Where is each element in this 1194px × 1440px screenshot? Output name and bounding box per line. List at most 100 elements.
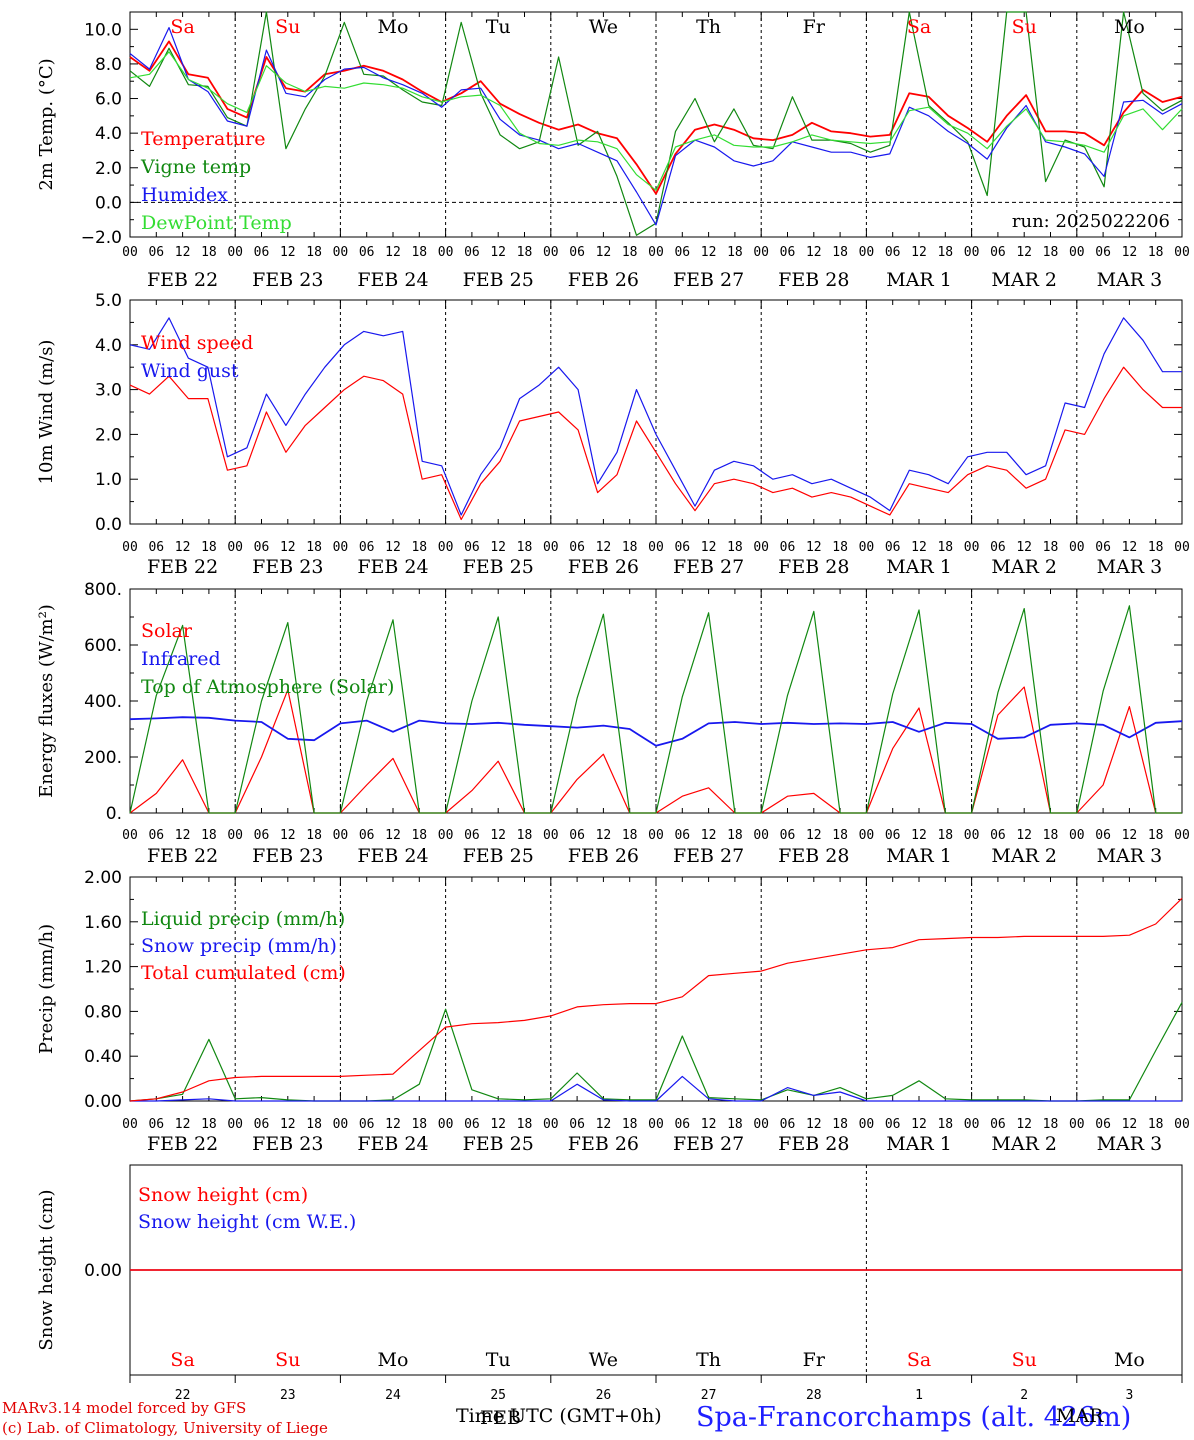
weekday-label: Tu: [486, 1349, 511, 1371]
legend-entry: DewPoint Temp: [141, 212, 292, 234]
hour-tick-label: 06: [464, 245, 480, 260]
hour-tick-label: 06: [1095, 540, 1111, 555]
hour-tick-label: 18: [306, 540, 322, 555]
hour-tick-label: 00: [543, 540, 559, 555]
hour-tick-label: 00: [964, 828, 980, 843]
hour-tick-label: 18: [517, 828, 533, 843]
hour-tick-label: 00: [438, 828, 454, 843]
y-tick-label: 2.0: [95, 425, 122, 445]
weekday-label: Mo: [378, 1349, 409, 1371]
date-label: MAR 2: [991, 1133, 1057, 1155]
date-label: MAR 2: [991, 845, 1057, 867]
date-label: FEB 24: [357, 845, 428, 867]
legend-entry: Solar: [141, 620, 193, 642]
hour-tick-label: 06: [148, 828, 164, 843]
hour-tick-label: 18: [1043, 828, 1059, 843]
plot-frame: [129, 299, 1183, 525]
date-label: FEB 24: [357, 556, 428, 578]
hour-tick-label: 12: [596, 245, 612, 260]
date-label: FEB 27: [673, 269, 744, 291]
day-number-label: 22: [175, 1388, 191, 1403]
legend-entry: Snow precip (mm/h): [141, 935, 337, 957]
date-label: MAR 1: [886, 269, 952, 291]
legend-entry: Temperature: [141, 128, 265, 150]
hour-tick-label: 12: [1122, 1117, 1138, 1132]
hour-tick-label: 06: [254, 245, 270, 260]
weekday-label: Fr: [803, 16, 826, 38]
hour-tick-label: 00: [438, 540, 454, 555]
hour-tick-label: 00: [333, 540, 349, 555]
panel-2: 00 06 12 18 00 06 12 18 00 06 12 18 00 06 12 18 00 06 12 18…: [36, 291, 1190, 578]
hour-tick-label: 06: [885, 245, 901, 260]
hour-tick-label: 00: [964, 540, 980, 555]
day-number-label: 27: [701, 1388, 717, 1403]
x-axis-title: Time UTC (GMT+0h): [456, 1405, 662, 1427]
hour-tick-label: 12: [280, 540, 296, 555]
hour-tick-label: 12: [701, 828, 717, 843]
hour-tick-label: 00: [1069, 245, 1085, 260]
y-tick-label: 5.0: [95, 291, 122, 311]
series-line-wind-speed: [129, 366, 1182, 521]
hour-tick-label: 00: [1174, 245, 1190, 260]
date-label: FEB 24: [357, 269, 428, 291]
date-label: MAR 2: [991, 269, 1057, 291]
hour-tick-label: 06: [569, 540, 585, 555]
hour-tick-label: 00: [1069, 828, 1085, 843]
hour-tick-label: 06: [780, 245, 796, 260]
hour-tick-label: 12: [596, 1117, 612, 1132]
series-line-humidex: [129, 27, 1183, 226]
hour-tick-label: 06: [885, 540, 901, 555]
date-label: FEB 22: [147, 556, 218, 578]
hour-tick-label: 06: [569, 828, 585, 843]
hour-tick-label: 00: [122, 540, 138, 555]
weekday-label: We: [589, 16, 618, 38]
y-tick-label: 0.: [106, 804, 122, 824]
hour-tick-label: 06: [674, 540, 690, 555]
hour-tick-label: 12: [1122, 828, 1138, 843]
model-credit-text: MARv3.14 model forced by GFS: [2, 1399, 247, 1417]
hour-tick-label: 00: [227, 245, 243, 260]
hour-tick-label: 12: [806, 828, 822, 843]
day-number-label: 23: [280, 1388, 296, 1403]
hour-tick-label: 00: [753, 1117, 769, 1132]
hour-tick-label: 12: [385, 828, 401, 843]
weekday-label: Th: [696, 16, 721, 38]
hour-tick-label: 06: [148, 1117, 164, 1132]
hour-tick-label: 18: [201, 245, 217, 260]
date-label: FEB 26: [568, 1133, 639, 1155]
date-label: FEB 26: [568, 556, 639, 578]
hour-tick-label: 12: [280, 245, 296, 260]
hour-tick-label: 00: [648, 828, 664, 843]
hour-tick-label: 00: [227, 828, 243, 843]
hour-tick-label: 18: [517, 1117, 533, 1132]
series-line-vigne-temp: [129, 11, 1183, 236]
hour-tick-label: 12: [175, 828, 191, 843]
hour-tick-label: 18: [306, 1117, 322, 1132]
hour-tick-label: 12: [701, 540, 717, 555]
hour-tick-label: 18: [517, 540, 533, 555]
y-axis-label: Precip (mm/h): [36, 924, 57, 1054]
series-line-total-cumulated-cm: [129, 897, 1183, 1102]
date-label: FEB 25: [463, 845, 534, 867]
legend-entry: Wind gust: [141, 360, 239, 382]
hour-tick-label: 12: [1122, 540, 1138, 555]
panel-1: 00 06 12 18 00 06 12 18 00 06 12 18 00 06 12 18 00 06 12 18…: [36, 11, 1190, 291]
weekday-label: Mo: [378, 16, 409, 38]
hour-tick-label: 18: [1148, 245, 1164, 260]
weekday-label: Th: [696, 1349, 721, 1371]
hour-tick-label: 06: [254, 828, 270, 843]
date-label: MAR 3: [1097, 1133, 1163, 1155]
date-label: FEB 27: [673, 845, 744, 867]
legend-entry: Snow height (cm): [138, 1184, 308, 1206]
hour-tick-label: 00: [122, 828, 138, 843]
y-tick-label: 0.00: [84, 1092, 122, 1112]
y-tick-label: 0.00: [84, 1261, 122, 1281]
hour-tick-label: 18: [201, 540, 217, 555]
hour-tick-label: 00: [333, 245, 349, 260]
hour-tick-label: 00: [859, 828, 875, 843]
weekday-label: Sa: [170, 16, 194, 38]
y-axis-label: Snow height (cm): [36, 1189, 57, 1350]
hour-tick-label: 12: [911, 245, 927, 260]
hour-tick-label: 00: [1069, 1117, 1085, 1132]
location-title: Spa-Francorchamps (alt. 426m): [696, 1402, 1132, 1433]
